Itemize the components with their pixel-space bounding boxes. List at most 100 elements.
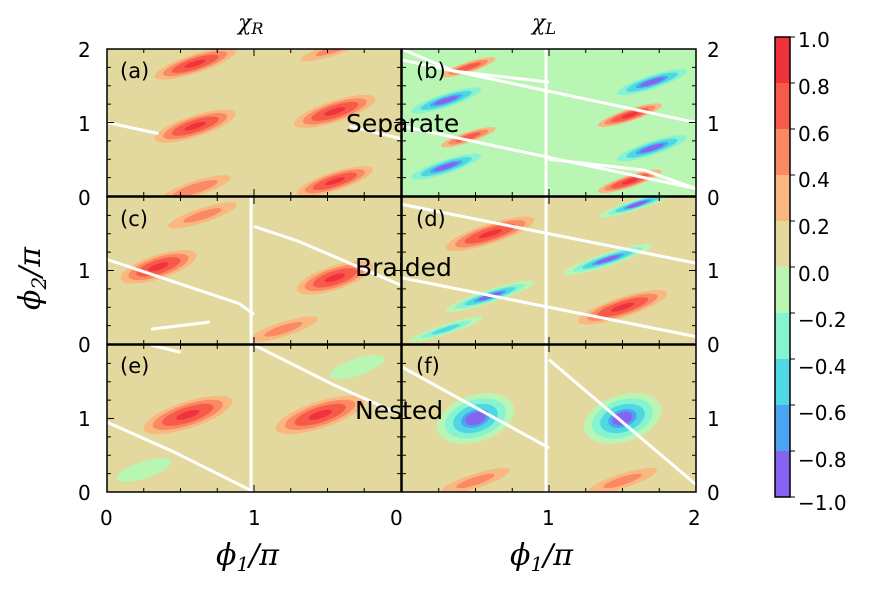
x-tick-left-1: 1 — [248, 506, 261, 530]
y-tick-bot-1: 1 — [78, 407, 91, 431]
contour-level — [612, 411, 633, 426]
colorbar-tick-label: 0.4 — [798, 168, 830, 192]
colorbar-segment — [775, 83, 790, 130]
y-tick-mid-0: 0 — [78, 333, 91, 357]
contour-level — [455, 62, 481, 73]
contour-level — [478, 229, 502, 239]
contour-level — [315, 49, 354, 56]
panel-label-b: (b) — [416, 59, 446, 83]
frame-layer — [106, 48, 697, 493]
right-tick-bot-0: 0 — [707, 481, 720, 505]
y-tick-top-2: 2 — [78, 38, 91, 62]
x-tick-left-0: 0 — [100, 506, 113, 530]
zero-contour-line — [253, 345, 401, 417]
contour-panel-e — [107, 345, 401, 492]
y-tick-bot-0: 0 — [78, 481, 91, 505]
contour-level — [172, 180, 218, 196]
colorbar-segment — [775, 129, 790, 176]
contour-level — [308, 409, 332, 420]
right-tick-bot-1: 1 — [707, 407, 720, 431]
contour-level — [640, 77, 664, 87]
contour-level — [184, 121, 206, 131]
contour-level — [183, 208, 222, 223]
colorbar-tick-label: 0.8 — [798, 75, 830, 99]
panels-layer — [107, 49, 696, 492]
colorbar-tick-label: 1.0 — [798, 28, 830, 52]
zero-contour-line — [107, 258, 255, 316]
right-tick-top-0: 0 — [707, 186, 720, 210]
contour-level — [324, 177, 345, 186]
colorbar-tick-label: −0.2 — [798, 308, 847, 332]
panel-label-e: (e) — [120, 354, 149, 378]
contour-level — [610, 302, 635, 312]
zero-contour-line — [150, 320, 211, 331]
zero-contour-line — [402, 276, 696, 339]
contour-panel-f — [402, 345, 696, 492]
column-title-chi-r: χR — [236, 11, 263, 38]
contour-level — [621, 178, 638, 185]
contour-level — [176, 409, 200, 420]
zero-contour-line — [548, 358, 696, 486]
zero-contour-line — [253, 224, 401, 287]
colorbar-segment — [775, 37, 790, 84]
contour-level — [434, 162, 458, 171]
column-title-chi-l: χL — [530, 11, 556, 38]
colorbar-tick-label: 0.0 — [798, 262, 830, 286]
y-axis-title: ϕ2/π — [13, 246, 51, 310]
panel-label-d: (d) — [416, 207, 446, 231]
contour-panel-c — [107, 197, 401, 344]
contour-level — [184, 59, 206, 68]
contour-level — [465, 411, 486, 426]
right-tick-top-2: 2 — [707, 38, 720, 62]
zero-contour-line — [107, 121, 159, 135]
colorbar-tick-label: 0.2 — [798, 215, 830, 239]
x-tick-right-2: 2 — [688, 506, 701, 530]
contour-level — [627, 200, 648, 209]
zero-contour-line — [402, 124, 696, 191]
colorbar-segment — [775, 175, 790, 222]
panel-label-a: (a) — [120, 59, 149, 83]
colorbar-segment — [775, 451, 790, 498]
contour-level — [116, 457, 172, 482]
zero-contour-line — [548, 157, 696, 191]
right-tick-mid-1: 1 — [707, 259, 720, 283]
x-tick-right-1: 1 — [542, 506, 555, 530]
zero-contour-line — [402, 365, 550, 450]
contour-panel-d — [402, 197, 696, 344]
zero-contour-line — [107, 420, 255, 492]
x-axis-title-right: ϕ1/π — [510, 538, 574, 576]
colorbar-tick-label: −1.0 — [798, 491, 847, 515]
contour-level — [148, 262, 169, 272]
colorbar-tick-label: 0.6 — [798, 122, 830, 146]
x-axis-title-left: ϕ1/π — [216, 538, 280, 576]
contour-level — [324, 107, 346, 116]
panel-label-c: (c) — [120, 207, 148, 231]
right-tick-top-1: 1 — [707, 112, 720, 136]
contour-level — [596, 255, 620, 264]
contour-panel-b — [402, 49, 696, 196]
contour-level — [640, 143, 664, 153]
colorbar-segment — [775, 313, 790, 360]
contour-level — [456, 473, 495, 489]
contour-level — [621, 111, 638, 119]
y-tick-top-1: 1 — [78, 112, 91, 136]
colorbar-tick-label: −0.8 — [798, 448, 847, 472]
colorbar-segment — [775, 359, 790, 406]
zero-contour-line — [349, 124, 401, 141]
x-tick-left-2: 0 — [390, 506, 403, 530]
colorbar-segment — [775, 405, 790, 452]
zero-contour-line — [150, 345, 181, 354]
row-label-nested: Nested — [355, 396, 443, 425]
colorbar-segment — [775, 221, 790, 268]
zero-contour-line — [402, 202, 696, 265]
contour-level — [264, 322, 303, 337]
right-tick-mid-0: 0 — [707, 333, 720, 357]
colorbar — [774, 36, 795, 498]
panel-background — [402, 197, 696, 344]
row-label-braided: Braided — [355, 253, 452, 282]
contour-level — [324, 273, 345, 283]
colorbar-segment — [775, 267, 790, 314]
colorbar-tick-label: −0.6 — [798, 401, 847, 425]
contour-level — [603, 473, 642, 489]
panel-label-f: (f) — [416, 354, 440, 378]
